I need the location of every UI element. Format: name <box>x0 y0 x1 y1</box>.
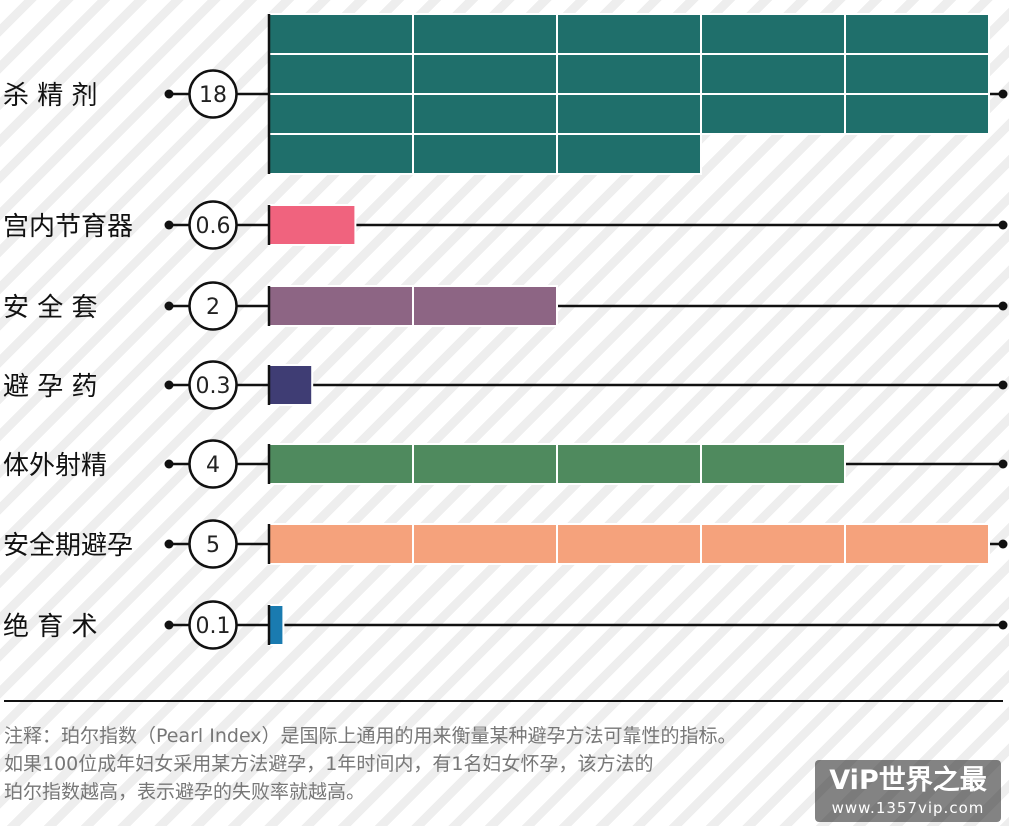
bar-cell <box>700 93 846 135</box>
row-start-dot <box>164 220 174 230</box>
bar-cell <box>412 443 558 485</box>
value-bubble <box>188 281 238 331</box>
value-bubble <box>188 439 238 489</box>
bar-cell <box>412 133 558 175</box>
footnote-line-1: 注释：珀尔指数（Pearl Index）是国际上通用的用来衡量某种避孕方法可靠性… <box>4 725 737 747</box>
row-start-dot <box>164 620 174 630</box>
row-end-dot <box>998 620 1008 630</box>
bar-cell <box>700 13 846 55</box>
bar-cell <box>268 133 414 175</box>
row-end-dot <box>998 301 1008 311</box>
footnote-line-3: 珀尔指数越高，表示避孕的失败率就越高。 <box>4 781 366 803</box>
bar-cell <box>844 523 990 565</box>
category-label: 安 全 套 <box>3 293 98 323</box>
bar-cell <box>268 285 414 327</box>
bar-cell <box>700 53 846 95</box>
row-start-dot <box>164 89 174 99</box>
value-label: 4 <box>206 453 220 478</box>
bar-cell <box>268 604 285 646</box>
bar-cell <box>844 13 990 55</box>
footnote-line-2: 如果100位成年妇女采用某方法避孕，1年时间内，有1名妇女怀孕，该方法的 <box>4 753 654 775</box>
category-label: 绝 育 术 <box>3 612 98 642</box>
bar-cell <box>268 13 414 55</box>
row-end-dot <box>998 539 1008 549</box>
value-label: 5 <box>206 533 220 558</box>
bar-cell <box>268 204 357 246</box>
bar-cell <box>700 443 846 485</box>
value-label: 18 <box>199 83 227 108</box>
bar-cell <box>412 53 558 95</box>
value-label: 0.1 <box>196 614 231 639</box>
value-bubble <box>188 200 238 250</box>
bar-cell <box>268 364 314 406</box>
value-bubble <box>188 600 238 650</box>
row-start-dot <box>164 380 174 390</box>
row-end-dot <box>998 220 1008 230</box>
value-bubble <box>188 519 238 569</box>
row-end-dot <box>998 459 1008 469</box>
row-end-dot <box>998 89 1008 99</box>
value-bubble <box>188 69 238 119</box>
category-label: 宫内节育器 <box>3 212 133 242</box>
row-start-dot <box>164 539 174 549</box>
row-end-dot <box>998 380 1008 390</box>
category-label: 避 孕 药 <box>3 372 98 402</box>
bar-cell <box>268 443 414 485</box>
watermark-url: www.1357vip.com <box>831 799 985 817</box>
value-label: 2 <box>206 295 220 320</box>
pearl-index-chart: 18 杀 精 剂 0.6 宫内节育器 2 安 全 套 0.3 避 孕 药 4 体外射精 5 安全期避孕… <box>3 13 1008 650</box>
value-label: 0.6 <box>196 214 231 239</box>
watermark-logo-text: ViP世界之最 <box>829 765 987 796</box>
bar-cell <box>268 53 414 95</box>
bar-cell <box>268 523 414 565</box>
bar-cell <box>556 53 702 95</box>
bar-cell <box>844 53 990 95</box>
bar-cell <box>268 93 414 135</box>
bar-cell <box>412 93 558 135</box>
bar-cell <box>844 93 990 135</box>
bar-cell <box>412 523 558 565</box>
bar-cell <box>556 93 702 135</box>
category-label: 安全期避孕 <box>3 531 133 561</box>
bar-cell <box>556 443 702 485</box>
row-start-dot <box>164 459 174 469</box>
bar-cell <box>556 523 702 565</box>
bar-cell <box>700 523 846 565</box>
bar-cell <box>412 285 558 327</box>
bar-cell <box>412 13 558 55</box>
footnote: 注释：珀尔指数（Pearl Index）是国际上通用的用来衡量某种避孕方法可靠性… <box>4 722 1004 806</box>
value-bubble <box>188 360 238 410</box>
category-label: 杀 精 剂 <box>3 81 98 111</box>
row-start-dot <box>164 301 174 311</box>
divider-line <box>4 700 1003 702</box>
value-label: 0.3 <box>196 374 231 399</box>
category-label: 体外射精 <box>3 451 107 481</box>
watermark-logo: ViP世界之最 www.1357vip.com <box>815 760 1001 822</box>
bar-cell <box>556 13 702 55</box>
bar-cell <box>556 133 702 175</box>
